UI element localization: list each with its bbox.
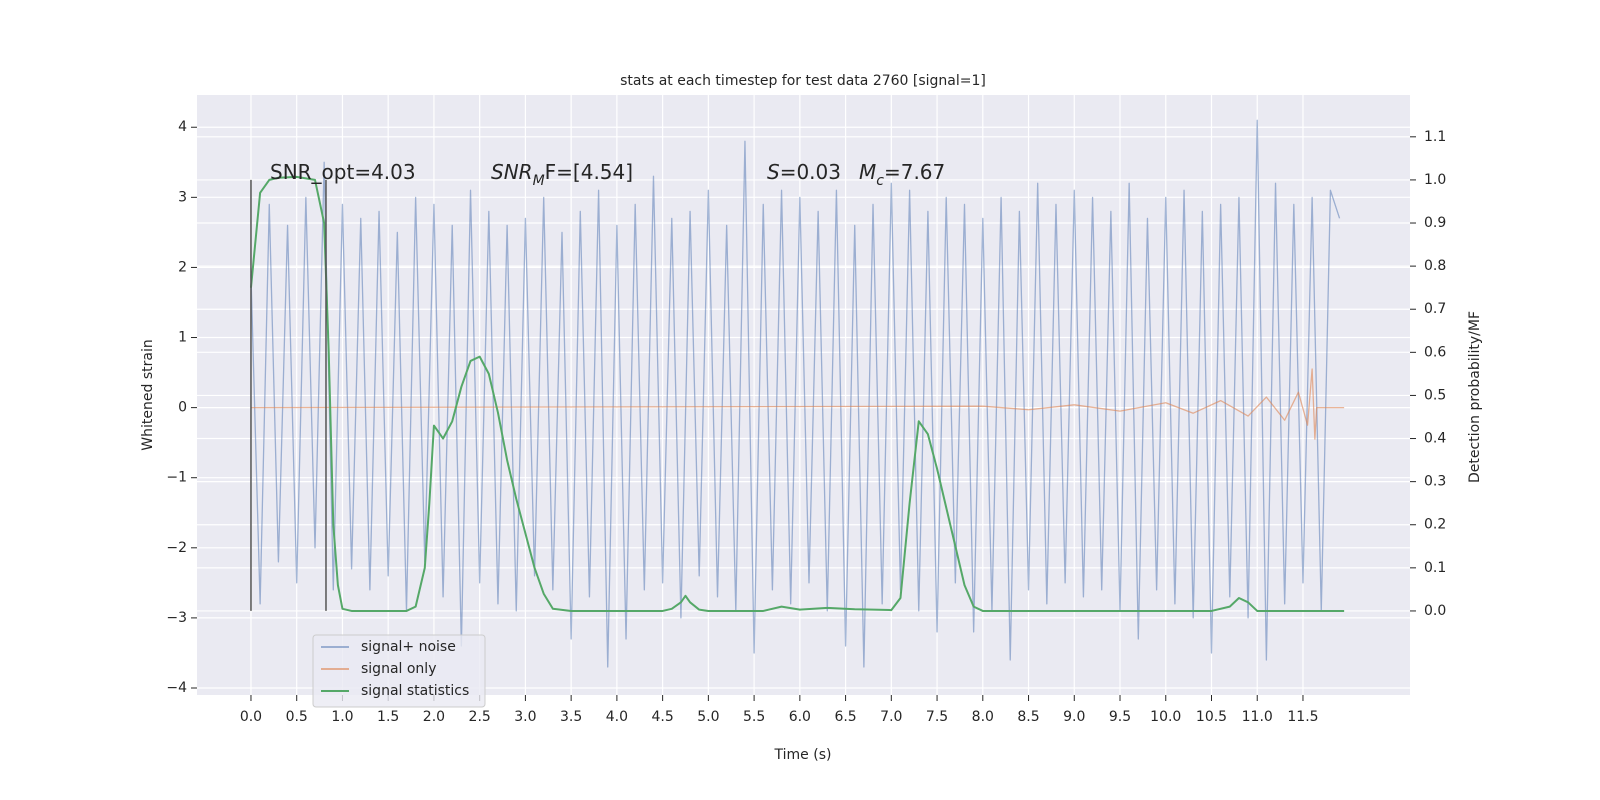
annotation: S=0.03 <box>767 160 841 184</box>
legend-box <box>312 634 486 708</box>
y-tick-label: 0 <box>178 400 187 416</box>
x-tick-label: 5.5 <box>743 709 765 725</box>
series-line <box>249 175 1345 612</box>
x-tick-label: 8.5 <box>1017 709 1039 725</box>
x-tick-label: 2.0 <box>423 709 445 725</box>
x-tick-label: 9.0 <box>1063 709 1085 725</box>
y2-tick-label: 0.4 <box>1424 431 1446 447</box>
annotation: Mc=7.67 <box>859 160 945 190</box>
y2-tick-label: 0.3 <box>1424 474 1446 490</box>
x-tick-label: 6.5 <box>834 709 856 725</box>
legend-label: signal statistics <box>361 683 469 699</box>
x-tick-label: 7.0 <box>880 709 902 725</box>
legend-label: signal only <box>361 661 436 677</box>
y2-tick-label: 0.0 <box>1424 603 1446 619</box>
x-tick-label: 0.0 <box>240 709 262 725</box>
y-tick-label: 1 <box>178 330 187 346</box>
y2-tick-label: 1.0 <box>1424 172 1446 188</box>
x-tick-label: 11.5 <box>1287 709 1318 725</box>
annotation-part: c <box>876 173 884 189</box>
x-tick-label: 4.0 <box>606 709 628 725</box>
y-tick-label: −4 <box>166 680 187 696</box>
annotation: SNRMF=[4.54] <box>491 160 633 190</box>
y-tick-label: 4 <box>178 119 187 135</box>
y2-tick-label: 0.8 <box>1424 258 1446 274</box>
y2-axis-label: Detection probability/MF <box>1467 311 1483 483</box>
legend-label: signal+ noise <box>361 639 456 655</box>
x-tick-label: 10.0 <box>1150 709 1181 725</box>
y2-tick-label: 1.1 <box>1424 129 1446 145</box>
y-tick-label: −1 <box>166 470 187 486</box>
x-tick-label: 5.0 <box>697 709 719 725</box>
x-tick-label: 8.0 <box>972 709 994 725</box>
y-axis-label: Whitened strain <box>140 339 156 450</box>
annotation-part: M <box>533 173 545 189</box>
annotation-part: M <box>859 160 876 184</box>
x-axis-label: Time (s) <box>774 747 832 763</box>
chart-title: stats at each timestep for test data 276… <box>620 73 986 89</box>
y-tick-label: −3 <box>166 610 187 626</box>
x-tick-label: 9.5 <box>1109 709 1131 725</box>
x-tick-label: 3.5 <box>560 709 582 725</box>
x-tick-label: 10.5 <box>1196 709 1227 725</box>
x-tick-label: 11.0 <box>1242 709 1273 725</box>
y2-tick-label: 0.7 <box>1424 301 1446 317</box>
series-line <box>250 368 1345 440</box>
y2-tick-label: 0.6 <box>1424 344 1446 360</box>
x-tick-label: 0.5 <box>286 709 308 725</box>
y2-tick-label: 0.2 <box>1424 517 1446 533</box>
y-tick-label: −2 <box>166 540 187 556</box>
annotation-part: =7.67 <box>884 160 945 184</box>
y2-tick-label: 0.5 <box>1424 387 1446 403</box>
x-tick-label: 1.0 <box>331 709 353 725</box>
y-tick-label: 3 <box>178 189 187 205</box>
x-tick-label: 1.5 <box>377 709 399 725</box>
y-tick-label: 2 <box>178 259 187 275</box>
x-tick-label: 4.5 <box>651 709 673 725</box>
x-tick-label: 7.5 <box>926 709 948 725</box>
series-line <box>250 119 1341 668</box>
x-tick-label: 2.5 <box>469 709 491 725</box>
annotation-part: SNR_opt=4.03 <box>270 160 416 184</box>
y2-tick-label: 0.1 <box>1424 560 1446 576</box>
annotation-part: S <box>767 160 780 184</box>
annotation-part: =0.03 <box>780 160 841 184</box>
annotation-part: SNR <box>491 160 533 184</box>
x-tick-label: 3.0 <box>514 709 536 725</box>
x-tick-label: 6.0 <box>789 709 811 725</box>
y2-tick-label: 0.9 <box>1424 215 1446 231</box>
annotation: SNR_opt=4.03 <box>270 160 416 184</box>
annotation-part: F=[4.54] <box>545 160 633 184</box>
